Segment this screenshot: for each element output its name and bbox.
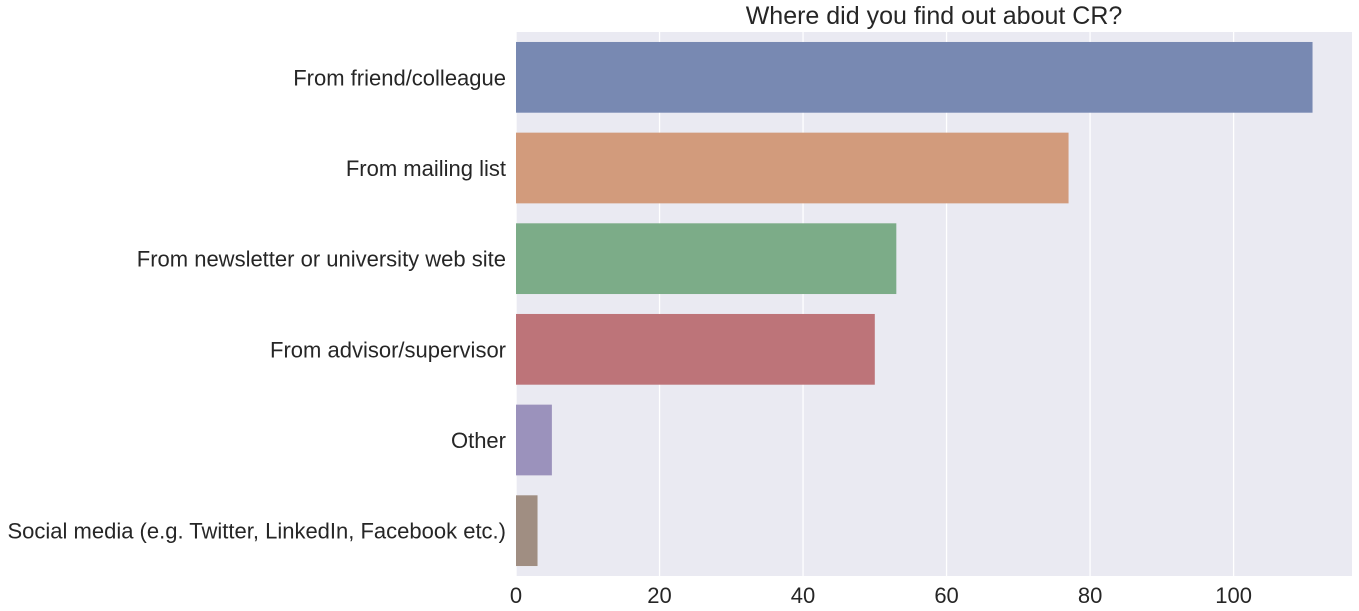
category-labels: From friend/colleague From mailing list Fr… <box>7 65 506 543</box>
bar <box>516 223 897 295</box>
x-tick-label: 40 <box>791 583 815 608</box>
plot-area <box>516 32 1352 576</box>
x-tick-label: 20 <box>647 583 671 608</box>
x-axis-tick-labels: 0 20 40 60 80 100 <box>510 583 1252 608</box>
bar <box>516 313 875 385</box>
category-label: Other <box>451 428 506 453</box>
gridlines <box>515 32 1235 576</box>
category-label: From mailing list <box>346 156 506 181</box>
chart-title: Where did you find out about CR? <box>746 2 1123 30</box>
bar <box>516 495 538 567</box>
x-tick-label: 100 <box>1215 583 1252 608</box>
x-tick-label: 0 <box>510 583 522 608</box>
x-tick-label: 60 <box>934 583 958 608</box>
bars <box>516 41 1313 567</box>
x-tick-label: 80 <box>1078 583 1102 608</box>
category-label: Social media (e.g. Twitter, LinkedIn, Fa… <box>7 519 506 544</box>
bar <box>516 41 1313 113</box>
bar <box>516 132 1069 204</box>
category-label: From newsletter or university web site <box>137 247 506 272</box>
category-label: From friend/colleague <box>293 65 506 90</box>
category-label: From advisor/supervisor <box>270 337 506 362</box>
bar <box>516 404 552 476</box>
